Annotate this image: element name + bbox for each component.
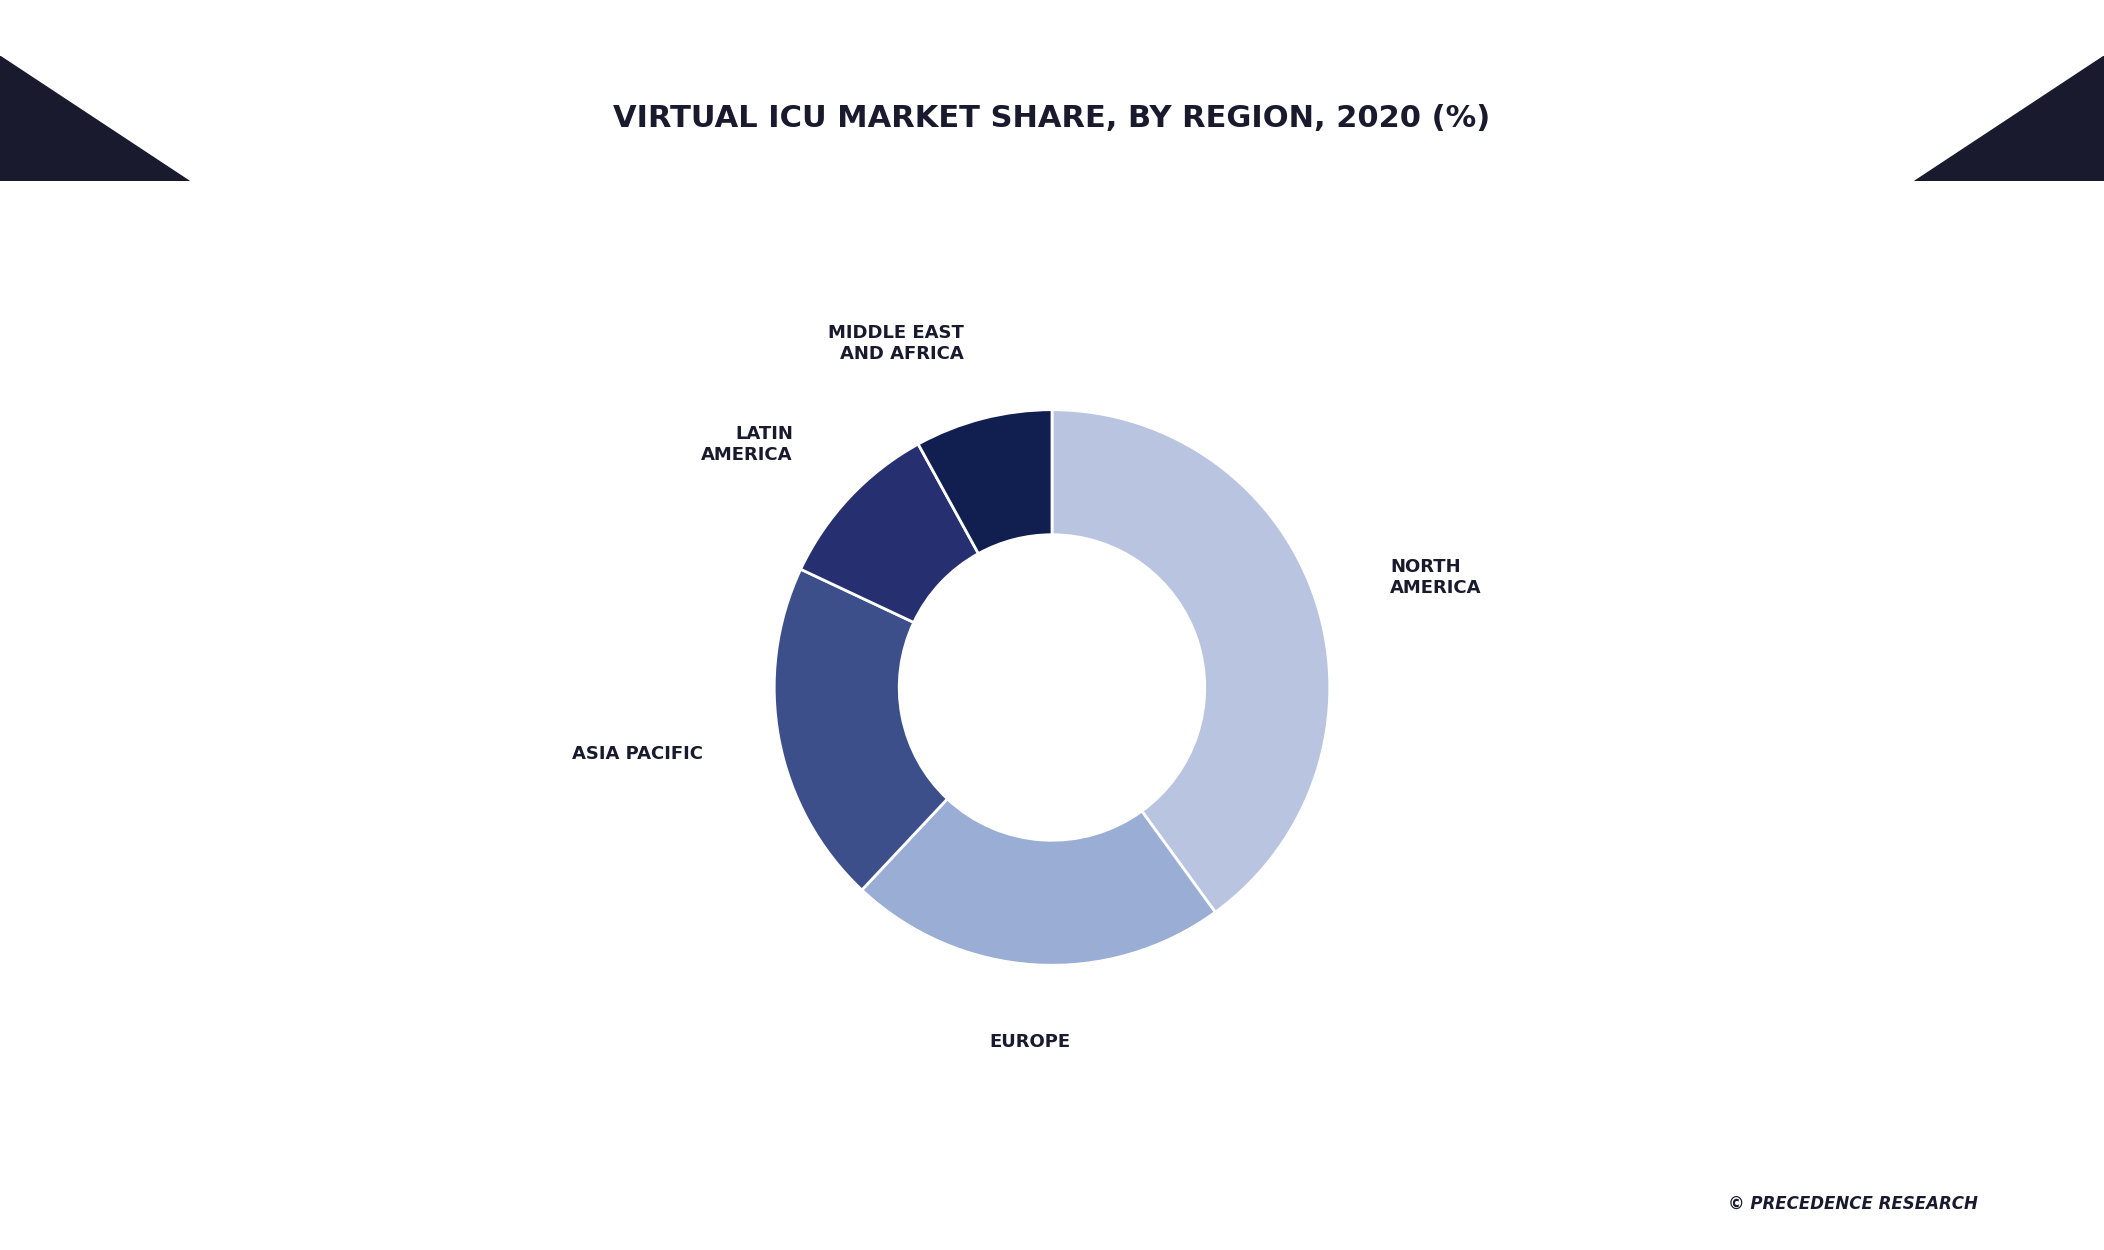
Wedge shape — [774, 569, 947, 890]
Wedge shape — [863, 799, 1216, 965]
Polygon shape — [0, 56, 189, 181]
Text: © PRECEDENCE RESEARCH: © PRECEDENCE RESEARCH — [1727, 1195, 1978, 1212]
Wedge shape — [802, 444, 978, 622]
Text: MIDDLE EAST
AND AFRICA: MIDDLE EAST AND AFRICA — [827, 324, 964, 362]
Text: ASIA PACIFIC: ASIA PACIFIC — [572, 745, 703, 762]
Text: LATIN
AMERICA: LATIN AMERICA — [701, 425, 793, 464]
Text: EUROPE: EUROPE — [989, 1034, 1071, 1051]
Wedge shape — [1052, 410, 1330, 912]
Text: NORTH
AMERICA: NORTH AMERICA — [1391, 559, 1481, 598]
Wedge shape — [917, 410, 1052, 554]
Polygon shape — [1915, 56, 2104, 181]
Text: VIRTUAL ICU MARKET SHARE, BY REGION, 2020 (%): VIRTUAL ICU MARKET SHARE, BY REGION, 202… — [614, 104, 1490, 134]
